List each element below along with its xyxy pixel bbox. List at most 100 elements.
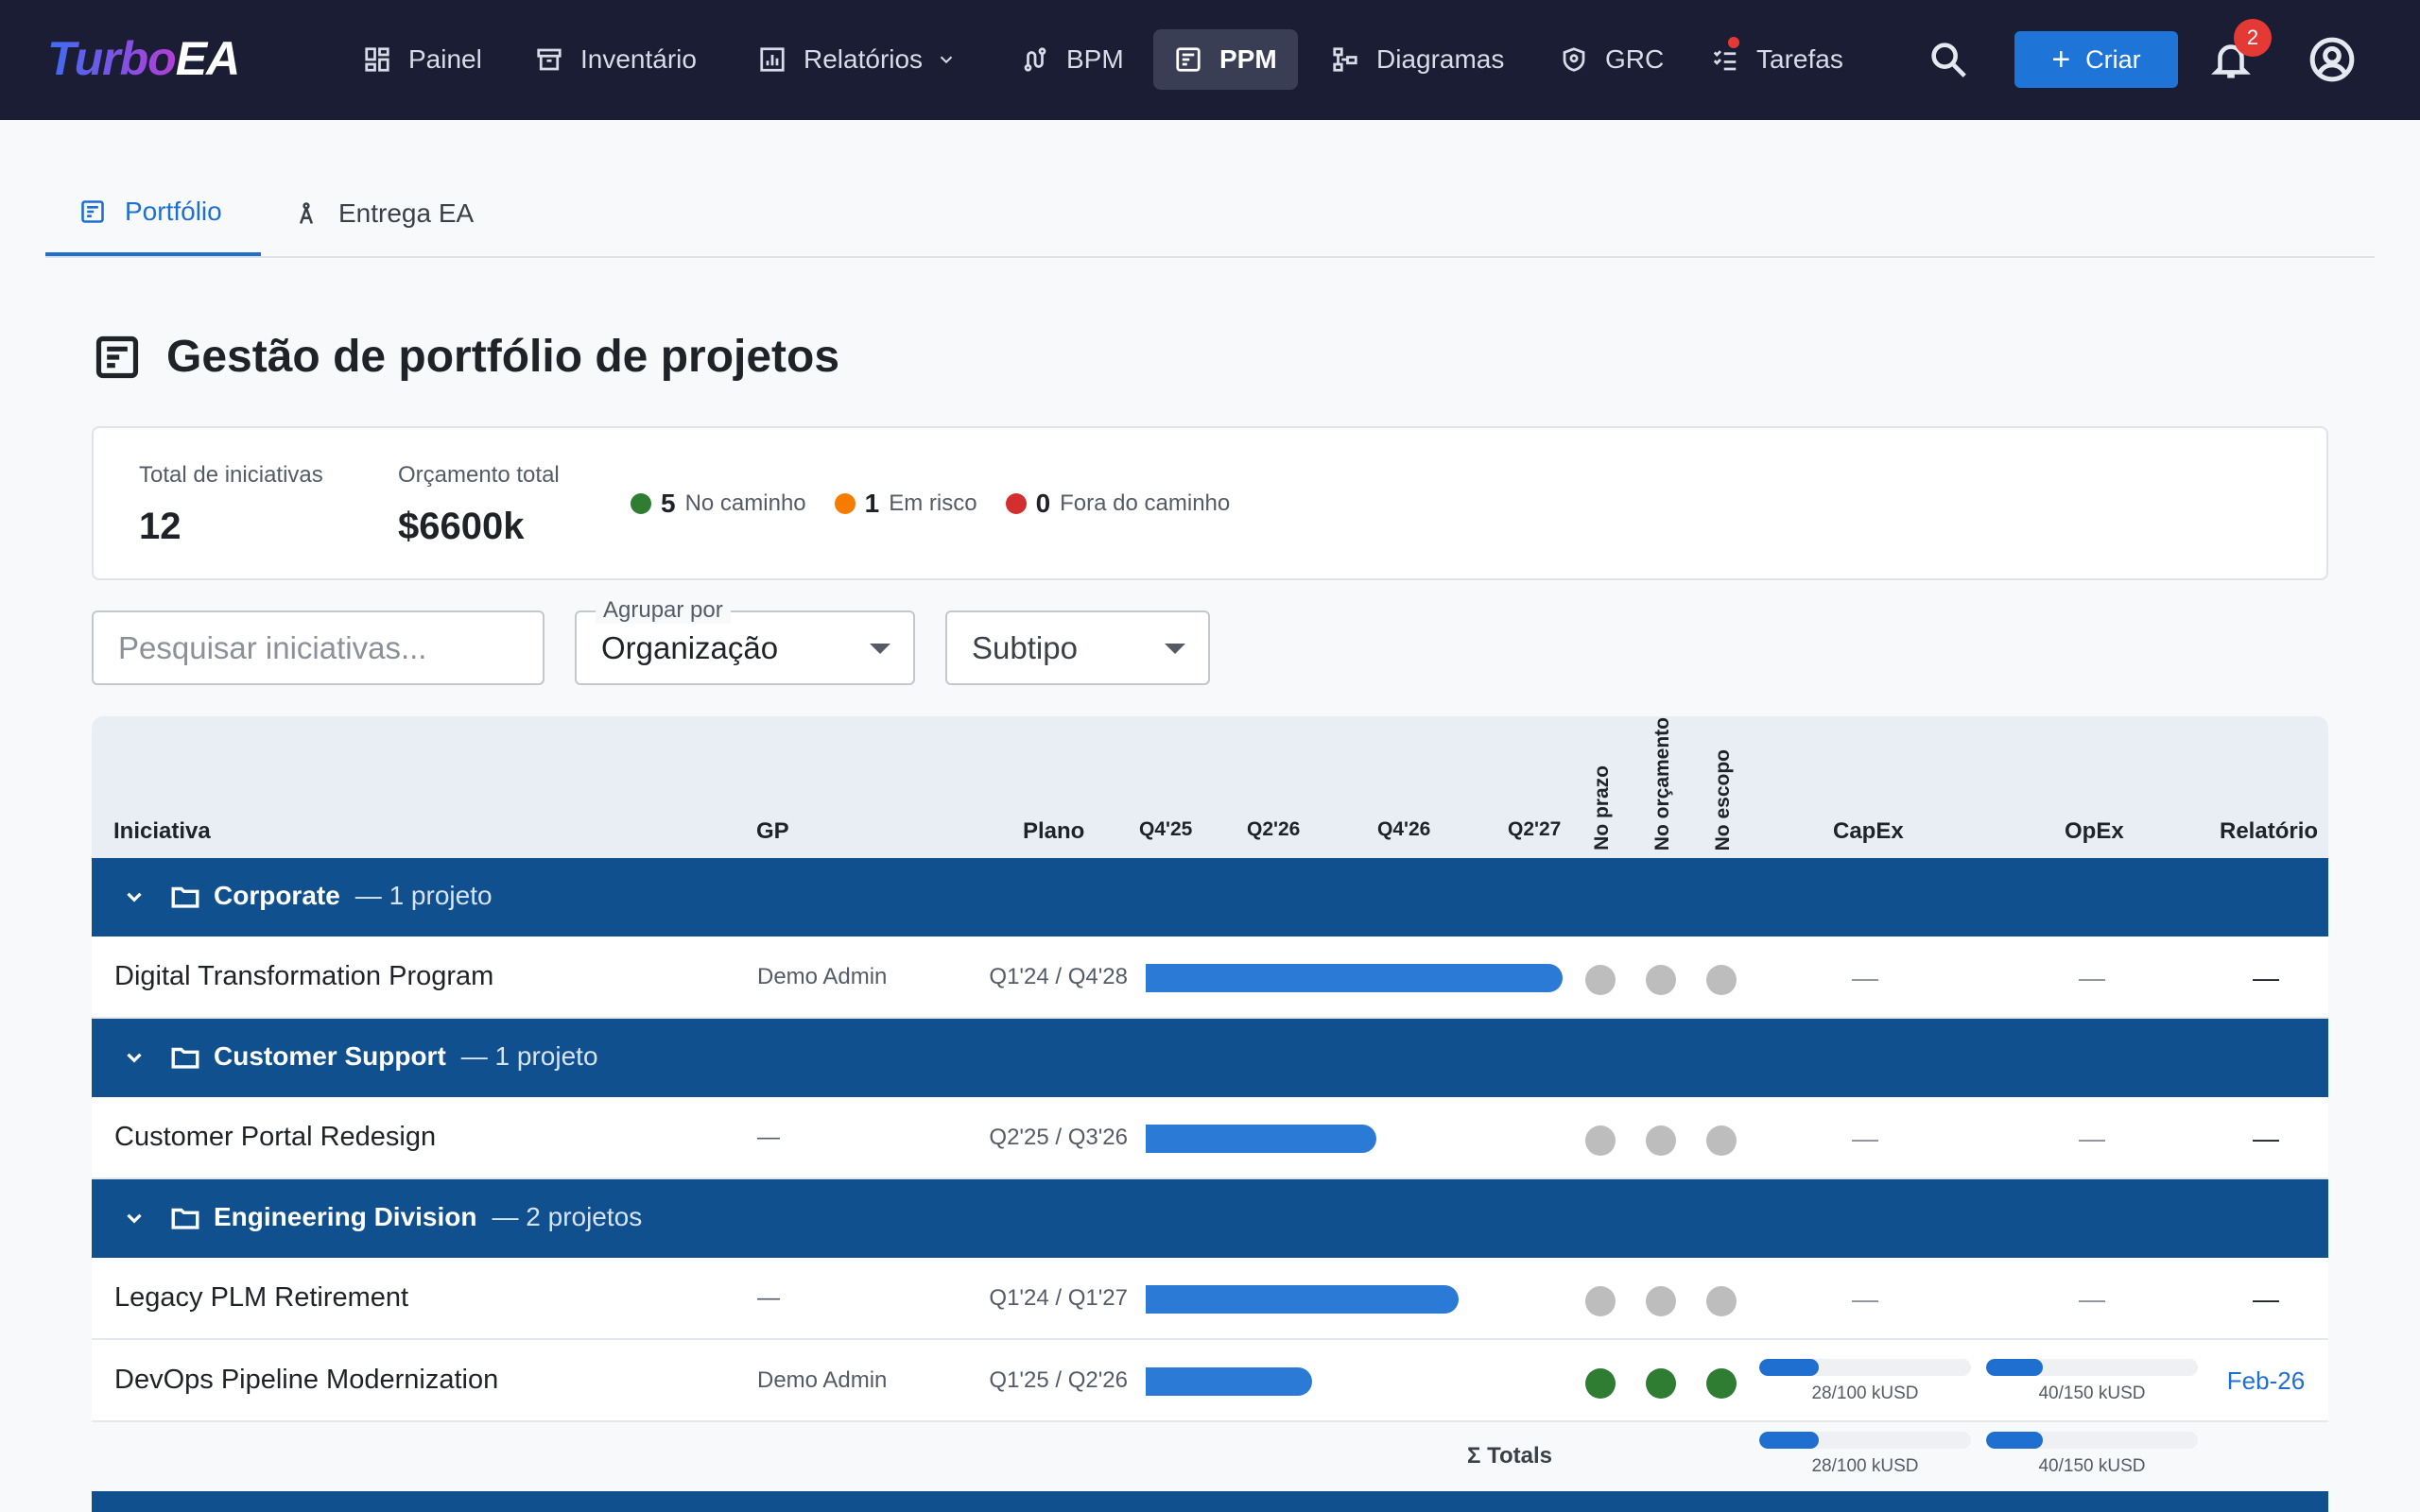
- nav-diagramas-label: Diagramas: [1376, 44, 1505, 74]
- opex-total-track: [1986, 1432, 2198, 1449]
- opex-progress-fill: [1986, 1359, 2043, 1376]
- project-name[interactable]: DevOps Pipeline Modernization: [114, 1365, 499, 1395]
- on-budget-status-dot: [1646, 1286, 1676, 1316]
- nav-grc[interactable]: GRC: [1539, 29, 1685, 90]
- create-button[interactable]: + Criar: [2014, 31, 2178, 88]
- on-scope-status-dot: [1706, 1286, 1737, 1316]
- total-budget-value: $6600k: [398, 506, 525, 547]
- project-row[interactable]: DevOps Pipeline Modernization Demo Admin…: [92, 1340, 2328, 1422]
- project-name[interactable]: Legacy PLM Retirement: [114, 1282, 409, 1313]
- project-plan-dates: Q1'24 / Q1'27: [989, 1284, 1128, 1311]
- account-button[interactable]: [2308, 36, 2356, 83]
- nav-relatorios[interactable]: Relatórios: [737, 29, 977, 90]
- notifications-button[interactable]: [2209, 38, 2253, 81]
- nav-diagramas[interactable]: Diagramas: [1310, 29, 1525, 90]
- capex-total-progress: 28/100 kUSD: [1759, 1432, 1971, 1477]
- search-initiatives-field[interactable]: [92, 610, 544, 685]
- quarter-label: Q4'26: [1377, 818, 1431, 840]
- opex-progress-track: [1986, 1359, 2198, 1376]
- search-button[interactable]: [1927, 38, 1970, 81]
- col-plan[interactable]: Plano: [1023, 818, 1085, 844]
- totals-row: Σ Totals 28/100 kUSD 40/150 kUSD: [92, 1422, 2328, 1494]
- group-by-select[interactable]: Agrupar por Organização: [575, 597, 915, 685]
- col-on-budget: No orçamento: [1651, 716, 1673, 850]
- col-initiative[interactable]: Iniciativa: [113, 818, 211, 844]
- app-logo[interactable]: TurboEA: [47, 30, 240, 87]
- page-title: Gestão de portfólio de projetos: [93, 331, 839, 383]
- chevron-down-icon[interactable]: [122, 1206, 147, 1230]
- on-budget-status-dot: [1646, 1368, 1676, 1399]
- plus-icon: +: [2051, 42, 2071, 77]
- opex-value: —: [2079, 1284, 2105, 1314]
- total-budget-label: Orçamento total: [398, 462, 560, 488]
- diagram-icon: [1333, 47, 1357, 72]
- project-row[interactable]: Customer Portal Redesign — Q2'25 / Q3'26…: [92, 1097, 2328, 1179]
- project-name[interactable]: Customer Portal Redesign: [114, 1122, 437, 1152]
- timeline-bar[interactable]: [1146, 1125, 1376, 1153]
- at-risk-label: Em risco: [889, 490, 977, 516]
- nav-inventario[interactable]: Inventário: [514, 29, 717, 90]
- create-button-label: Criar: [2085, 44, 2141, 74]
- nav-painel[interactable]: Painel: [342, 29, 503, 90]
- tab-entrega-ea[interactable]: Entrega EA: [293, 170, 474, 256]
- ppm-icon: [95, 335, 139, 378]
- search-icon: [1931, 43, 1966, 77]
- on-time-status-dot: [1585, 965, 1616, 995]
- project-name[interactable]: Digital Transformation Program: [114, 961, 494, 991]
- on-track-count: 5 No caminho: [631, 489, 806, 519]
- opex-value: —: [2079, 1124, 2105, 1153]
- quarter-label: Q4'25: [1139, 818, 1193, 840]
- tab-portfolio[interactable]: Portfólio: [45, 170, 261, 256]
- nav-painel-label: Painel: [408, 44, 482, 74]
- group-row-engineering-division[interactable]: Engineering Division — 2 projetos: [92, 1179, 2328, 1258]
- capex-total-text: 28/100 kUSD: [1811, 1456, 1919, 1476]
- on-budget-status-dot: [1646, 965, 1676, 995]
- col-on-scope: No escopo: [1712, 748, 1734, 850]
- chevron-down-icon[interactable]: [122, 1045, 147, 1070]
- group-row-customer-support[interactable]: Customer Support — 1 projeto: [92, 1019, 2328, 1097]
- ppm-icon: [1176, 47, 1201, 72]
- nav-inventario-label: Inventário: [580, 44, 697, 74]
- col-opex[interactable]: OpEx: [2065, 818, 2124, 844]
- project-plan-dates: Q2'25 / Q3'26: [989, 1124, 1128, 1150]
- col-pm[interactable]: GP: [756, 818, 789, 844]
- folder-icon: [171, 1047, 199, 1069]
- project-row[interactable]: Legacy PLM Retirement — Q1'24 / Q1'27 — …: [92, 1258, 2328, 1340]
- compass-icon: [299, 201, 314, 224]
- dashboard-icon: [365, 47, 389, 72]
- timeline-bar[interactable]: [1146, 1367, 1312, 1396]
- nav-ppm[interactable]: PPM: [1153, 29, 1298, 90]
- top-nav-bar: TurboEA Painel Inventário Relatórios BPM…: [0, 0, 2420, 120]
- report-link[interactable]: Feb-26: [2226, 1366, 2306, 1395]
- subtype-select[interactable]: Subtipo: [945, 610, 1210, 685]
- group-by-label: Agrupar por: [596, 597, 731, 624]
- on-track-label: No caminho: [684, 490, 806, 516]
- logo-turbo-text: Turbo: [47, 32, 177, 85]
- project-manager: —: [757, 1284, 780, 1311]
- opex-total-text: 40/150 kUSD: [2038, 1456, 2146, 1476]
- total-initiatives-stat: Total de iniciativas 12: [139, 462, 323, 548]
- search-initiatives-input[interactable]: [118, 629, 518, 666]
- col-capex[interactable]: CapEx: [1833, 818, 1904, 844]
- total-initiatives-value: 12: [139, 506, 182, 547]
- group-row-corporate[interactable]: Corporate — 1 projeto: [92, 858, 2328, 936]
- group-project-count: — 1 projeto: [460, 1041, 598, 1071]
- report-value: —: [2253, 963, 2279, 992]
- group-row-next[interactable]: [92, 1491, 2328, 1512]
- project-row[interactable]: Digital Transformation Program Demo Admi…: [92, 936, 2328, 1019]
- timeline-bar[interactable]: [1146, 964, 1563, 992]
- capex-total-fill: [1759, 1432, 1819, 1449]
- timeline-bar[interactable]: [1146, 1285, 1459, 1314]
- nav-bpm[interactable]: BPM: [1000, 29, 1145, 90]
- on-budget-status-dot: [1646, 1125, 1676, 1156]
- group-by-value: Organização: [601, 629, 779, 665]
- shield-icon: [1563, 47, 1585, 72]
- report-value: —: [2253, 1284, 2279, 1314]
- archive-icon: [537, 48, 562, 71]
- col-report[interactable]: Relatório: [2220, 818, 2319, 844]
- off-track-label: Fora do caminho: [1060, 490, 1231, 516]
- nav-tarefas[interactable]: Tarefas: [1690, 29, 1864, 90]
- on-scope-status-dot: [1706, 1125, 1737, 1156]
- portfolio-grid: Iniciativa GP Plano Q4'25 Q2'26 Q4'26 Q2…: [92, 716, 2328, 1512]
- chevron-down-icon[interactable]: [122, 885, 147, 909]
